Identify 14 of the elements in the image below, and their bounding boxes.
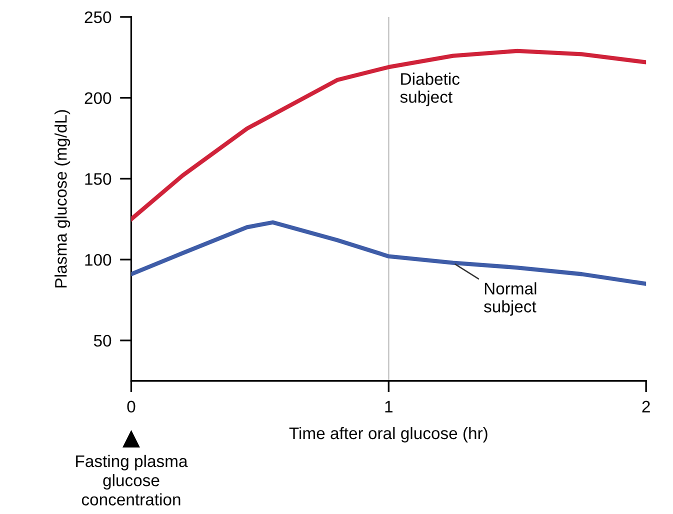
x-tick-label: 2 bbox=[642, 400, 650, 412]
y-tick-label: 100 bbox=[85, 254, 112, 266]
y-axis-title: Plasma glucose (mg/dL) bbox=[54, 110, 70, 288]
series-label: Diabetic subject bbox=[400, 72, 460, 106]
text: Fasting plasma glucose concentration bbox=[76, 454, 188, 506]
line-series bbox=[131, 48, 646, 222]
x-tick-label: 1 bbox=[385, 400, 392, 412]
x-axis-title: Time after oral glucose (hr) bbox=[289, 426, 488, 442]
y-tick-label: 250 bbox=[84, 11, 112, 24]
y-tick-label: 200 bbox=[84, 92, 112, 104]
y-tick-label: 50 bbox=[94, 334, 112, 347]
x-tick-label: 0 bbox=[127, 400, 136, 413]
y-tick-label: 150 bbox=[85, 173, 112, 185]
series-label: Normal subject bbox=[484, 282, 536, 316]
